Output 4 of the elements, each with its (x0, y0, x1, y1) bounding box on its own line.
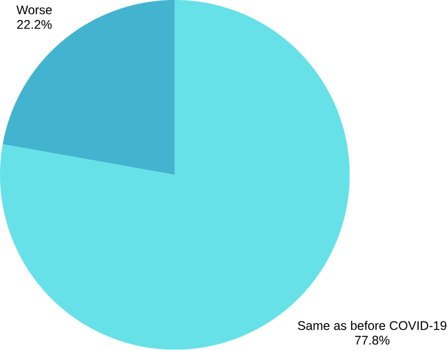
data-label: 22.2% (17, 20, 52, 29)
data-label: 77.8% (355, 336, 390, 345)
slice-label: Same as before COVID-19 (298, 320, 446, 330)
slice-label: Worse (16, 6, 52, 14)
